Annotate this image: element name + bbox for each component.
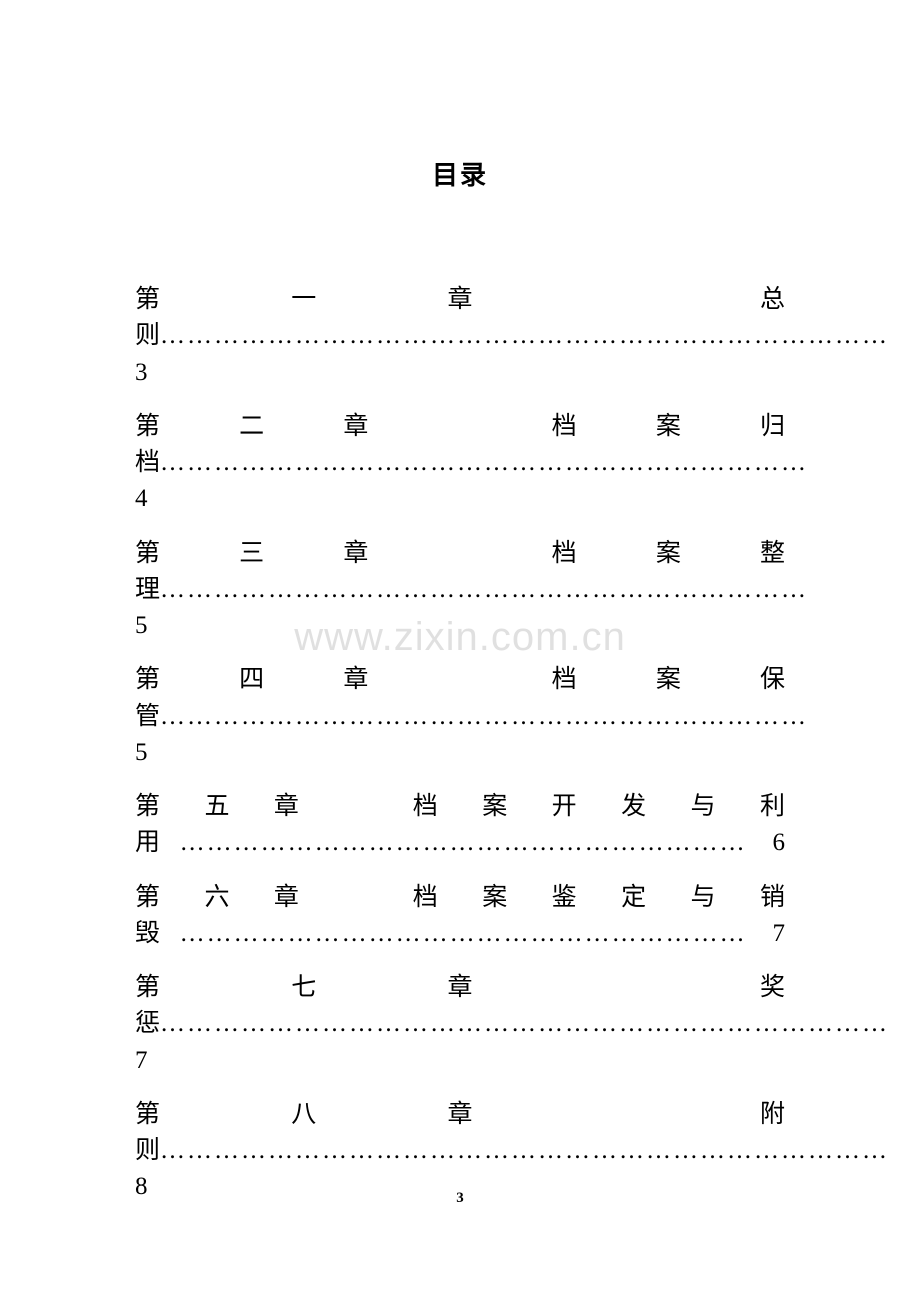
toc-dots: ……………………………………………………… xyxy=(180,829,747,856)
document-page: 目录 第一章 总则………………………………………………………………………3 第二… xyxy=(0,0,920,1206)
toc-entry: 第二章 档案归档………………………………………………………………4 xyxy=(135,409,785,518)
toc-entry: 第一章 总则………………………………………………………………………3 xyxy=(135,282,785,391)
toc-page: 3 xyxy=(135,359,148,386)
toc-entry: 第五章 档案开发与利用……………………………………………………… 6 xyxy=(135,789,785,862)
toc-entry: 第三章 档案整理………………………………………………………………5 xyxy=(135,536,785,645)
toc-dots: ……………………………………………………………… xyxy=(160,703,808,730)
toc-dots: ……………………………………………………………………… xyxy=(160,1137,889,1164)
toc-page: 5 xyxy=(135,739,148,766)
toc-page: 5 xyxy=(135,612,148,639)
toc-dots: ……………………………………………………………………… xyxy=(160,1010,889,1037)
toc-page: 7 xyxy=(135,1047,148,1074)
page-number: 3 xyxy=(0,1190,920,1207)
toc-page: 7 xyxy=(747,920,785,947)
toc-page: 6 xyxy=(747,829,785,856)
toc-entry: 第四章 档案保管………………………………………………………………5 xyxy=(135,662,785,771)
toc-dots: ……………………………………………………………… xyxy=(160,576,808,603)
toc-page: 4 xyxy=(135,485,148,512)
toc-entry: 第六章 档案鉴定与销毁……………………………………………………… 7 xyxy=(135,880,785,953)
toc-title: 目录 xyxy=(135,155,785,192)
toc-entry: 第七章 奖惩………………………………………………………………………7 xyxy=(135,970,785,1079)
toc-dots: ……………………………………………………………………… xyxy=(160,322,889,349)
toc-dots: ……………………………………………………………… xyxy=(160,449,808,476)
toc-dots: ……………………………………………………… xyxy=(180,920,747,947)
